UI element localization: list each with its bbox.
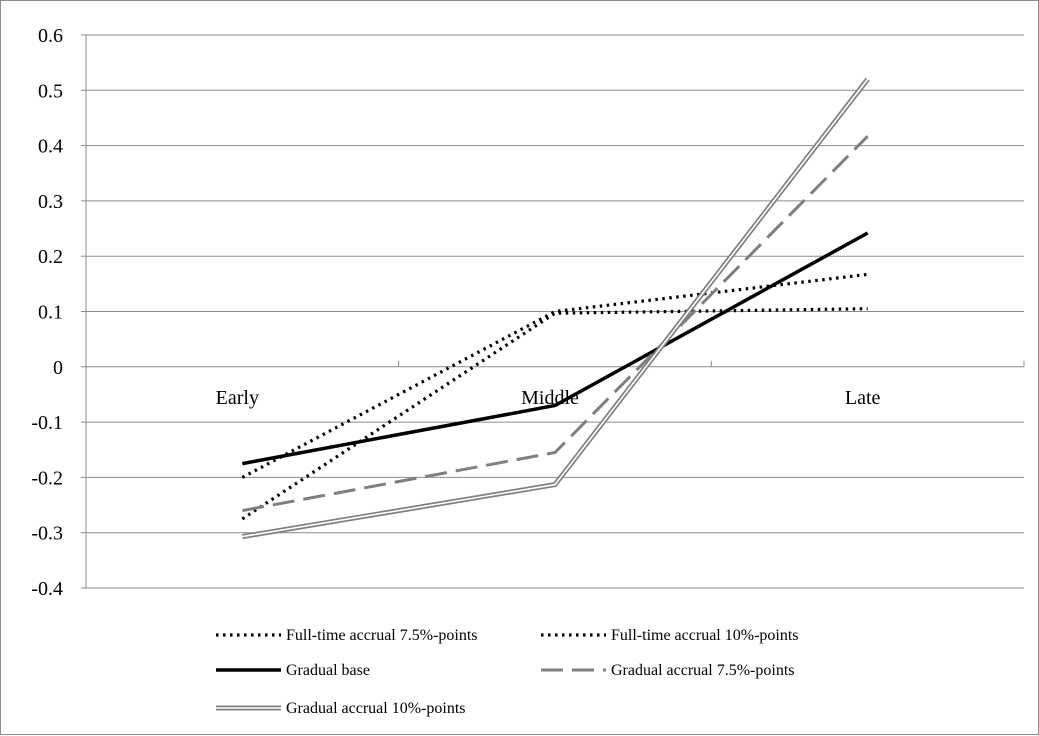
y-tick-label: 0.6 bbox=[38, 25, 63, 47]
category-label: Early bbox=[216, 387, 259, 409]
legend-label: Full-time accrual 10%-points bbox=[611, 627, 799, 644]
y-tick-labels: 0.6 0.5 0.4 0.3 0.2 0.1 0 -0.1 -0.2 -0.3 -0.4 bbox=[31, 25, 63, 600]
y-tick-label: 0.2 bbox=[38, 246, 63, 268]
category-labels: Early Middle Late bbox=[216, 387, 881, 409]
y-tick-label: 0.3 bbox=[38, 191, 63, 213]
y-tick-label: 0.4 bbox=[38, 136, 63, 158]
series-lines bbox=[241, 77, 870, 540]
series-line bbox=[241, 307, 868, 521]
y-tick-label: 0.5 bbox=[38, 80, 63, 102]
gridlines bbox=[86, 34, 1024, 589]
y-tick-label: -0.4 bbox=[31, 578, 63, 600]
series-line bbox=[242, 231, 869, 466]
series-line bbox=[242, 135, 869, 513]
legend-label: Full-time accrual 7.5%-points bbox=[286, 627, 478, 644]
legend-label: Gradual base bbox=[286, 662, 370, 679]
legend: Full-time accrual 7.5%-points Full-time a… bbox=[216, 627, 799, 717]
y-tick-label: -0.3 bbox=[31, 523, 63, 545]
y-tick-label: 0 bbox=[53, 357, 63, 379]
y-tick-label: -0.1 bbox=[31, 412, 63, 434]
axes bbox=[81, 34, 1025, 589]
category-label: Late bbox=[845, 387, 881, 409]
series-line bbox=[241, 77, 870, 540]
series-line-inner bbox=[242, 78, 869, 538]
legend-label: Gradual accrual 7.5%-points bbox=[611, 662, 794, 679]
y-tick-label: -0.2 bbox=[31, 467, 63, 489]
y-tick-label: 0.1 bbox=[38, 302, 63, 324]
category-label: Middle bbox=[521, 387, 579, 409]
legend-label: Gradual accrual 10%-points bbox=[286, 700, 465, 717]
